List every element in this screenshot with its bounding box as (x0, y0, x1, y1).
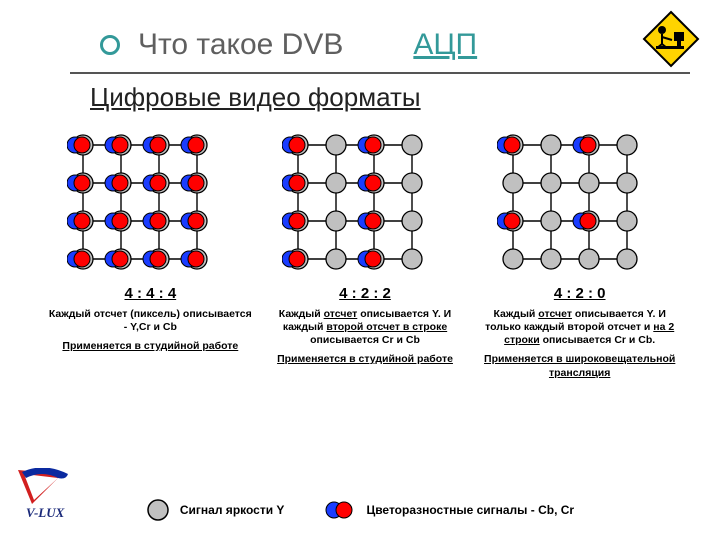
legend-luma: Сигнал яркости Y (146, 498, 285, 522)
format-description: Каждый отсчет описывается Y. И только ка… (477, 308, 682, 347)
format-usage: Применяется в студийной работе (277, 353, 453, 366)
ratio-label: 4 : 2 : 2 (339, 285, 391, 302)
legend-chroma-label: Цветоразностные сигналы - Cb, Cr (366, 503, 574, 517)
subtitle: Цифровые видео форматы (90, 82, 690, 113)
title-rule (70, 72, 690, 74)
format-description: Каждый отсчет описывается Y. И каждый вт… (263, 308, 468, 347)
title-accent: АЦП (413, 28, 477, 62)
title-main: Что такое DVB (138, 28, 343, 62)
sampling-grid (67, 129, 233, 275)
legend-chroma: Цветоразностные сигналы - Cb, Cr (324, 498, 574, 522)
format-usage: Применяется в широковещательной трансляц… (477, 353, 682, 379)
sampling-grid (282, 129, 448, 275)
format-grids: 4 : 4 : 4 Каждый отсчет (пиксель) описыва… (48, 129, 682, 380)
ratio-label: 4 : 2 : 0 (554, 285, 606, 302)
format-description: Каждый отсчет (пиксель) описывается - Y,… (48, 308, 253, 334)
title-row: Что такое DVB АЦП (100, 28, 690, 62)
format-usage: Применяется в студийной работе (62, 340, 238, 353)
format-column: 4 : 2 : 0 Каждый отсчет описывается Y. И … (477, 129, 682, 380)
sampling-grid (497, 129, 663, 275)
legend: Сигнал яркости Y Цветоразностные сигналы… (0, 498, 720, 522)
ratio-label: 4 : 4 : 4 (124, 285, 176, 302)
worker-sign-icon (642, 10, 700, 68)
bullet-icon (100, 35, 120, 55)
format-column: 4 : 4 : 4 Каждый отсчет (пиксель) описыва… (48, 129, 253, 380)
format-column: 4 : 2 : 2 Каждый отсчет описывается Y. И … (263, 129, 468, 380)
legend-luma-label: Сигнал яркости Y (180, 503, 285, 517)
